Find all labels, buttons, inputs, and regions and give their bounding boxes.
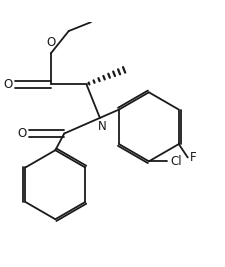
- Text: O: O: [46, 36, 55, 49]
- Text: O: O: [17, 127, 26, 140]
- Text: O: O: [4, 78, 13, 91]
- Text: Cl: Cl: [169, 155, 181, 168]
- Text: N: N: [97, 120, 106, 133]
- Text: F: F: [189, 151, 196, 164]
